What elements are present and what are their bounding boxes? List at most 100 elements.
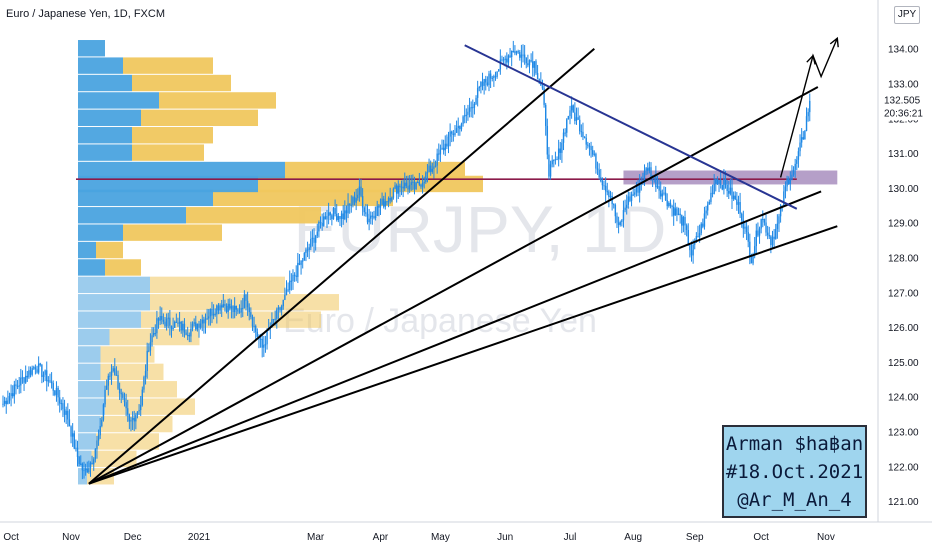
volume-profile-buy-bar	[78, 57, 123, 74]
candle-body	[397, 185, 399, 194]
candle-body	[763, 219, 766, 223]
candle-body	[428, 165, 430, 173]
candle-body	[329, 212, 331, 216]
candle-body	[645, 168, 647, 171]
candle-body	[224, 304, 226, 306]
candle-body	[791, 174, 793, 180]
volume-profile-sell-bar	[285, 161, 465, 179]
candle-body	[219, 305, 221, 311]
candle-body	[792, 169, 795, 175]
candle-body	[796, 159, 798, 164]
candle-body	[506, 58, 508, 63]
candle-body	[732, 195, 735, 199]
candle-body	[483, 79, 485, 86]
candle-body	[2, 403, 4, 405]
candle-body	[146, 350, 148, 372]
currency-badge[interactable]: JPY	[894, 6, 920, 24]
candle-body	[485, 79, 487, 83]
candle-body	[227, 303, 229, 312]
candle-body	[488, 73, 490, 86]
volume-profile-buy-bar	[78, 433, 96, 450]
candle-body	[532, 61, 534, 68]
candle-body	[84, 468, 87, 471]
candle-body	[655, 175, 657, 188]
candle-body	[528, 60, 531, 66]
candle-body	[481, 81, 484, 86]
candle-body	[122, 393, 124, 398]
candle-body	[374, 215, 377, 219]
candle-body	[352, 197, 354, 205]
candle-body	[277, 307, 280, 310]
candle-body	[302, 260, 304, 262]
candle-body	[383, 198, 385, 207]
candle-body	[745, 226, 748, 233]
candle-body	[658, 186, 660, 191]
candle-body	[564, 132, 566, 134]
candle-body	[527, 63, 529, 66]
candle-body	[198, 323, 200, 328]
candle-body	[661, 193, 664, 197]
candle-body	[760, 219, 762, 229]
fan-line-2	[88, 86, 819, 485]
volume-profile-sell-bar	[105, 398, 195, 415]
candle-body	[29, 370, 32, 375]
candle-body	[347, 203, 349, 214]
candle-body	[183, 323, 186, 333]
candle-body	[771, 236, 774, 246]
candle-body	[650, 167, 652, 178]
candle-body	[476, 88, 479, 98]
candle-body	[598, 169, 600, 178]
candle-body	[723, 179, 725, 190]
candle-body	[203, 319, 205, 324]
candle-body	[705, 210, 707, 214]
volume-profile-sell-bar	[105, 259, 141, 276]
candle-body	[360, 186, 362, 197]
candle-body	[682, 217, 685, 226]
candle-body	[509, 55, 511, 58]
candle-body	[783, 191, 785, 206]
candle-body	[308, 247, 310, 250]
candle-body	[716, 178, 719, 184]
candle-body	[240, 307, 242, 313]
candle-body	[600, 177, 602, 181]
resistance-zone	[623, 170, 838, 185]
candle-body	[734, 195, 736, 200]
price-tick-label: 127.00	[888, 288, 919, 299]
volume-profile-buy-bar	[78, 276, 150, 294]
projection-arrow-1	[806, 54, 816, 65]
drawing-lines	[88, 36, 839, 485]
candle-body	[284, 294, 286, 300]
current-price-value: 132.505	[884, 96, 921, 107]
volume-profile-buy-bar	[78, 74, 132, 92]
candle-body	[703, 213, 706, 227]
candle-body	[535, 61, 537, 74]
candle-body	[447, 136, 450, 147]
candle-body	[719, 180, 722, 186]
candle-body	[595, 153, 597, 169]
candle-body	[413, 181, 416, 190]
candle-body	[255, 325, 257, 333]
candle-body	[178, 321, 181, 324]
candle-body	[16, 385, 19, 387]
candle-body	[37, 363, 40, 373]
candle-body	[491, 77, 493, 79]
candle-body	[522, 54, 524, 56]
candle-body	[439, 149, 442, 155]
volume-profile-buy-bar	[78, 415, 101, 433]
candle-body	[551, 160, 553, 165]
volume-profile-sell-bar	[123, 224, 222, 241]
candle-body	[298, 262, 301, 265]
candle-body	[209, 308, 212, 317]
candle-body	[805, 116, 808, 131]
candle-body	[807, 112, 809, 117]
volume-profile-buy-bar	[78, 259, 105, 276]
volume-profile-sell-bar	[150, 276, 285, 294]
candle-body	[514, 51, 516, 54]
candle-body	[152, 333, 155, 336]
candle-body	[596, 168, 599, 170]
candle-body	[305, 249, 307, 254]
candle-body	[279, 307, 281, 311]
candle-body	[523, 54, 526, 58]
candle-body	[468, 107, 471, 112]
